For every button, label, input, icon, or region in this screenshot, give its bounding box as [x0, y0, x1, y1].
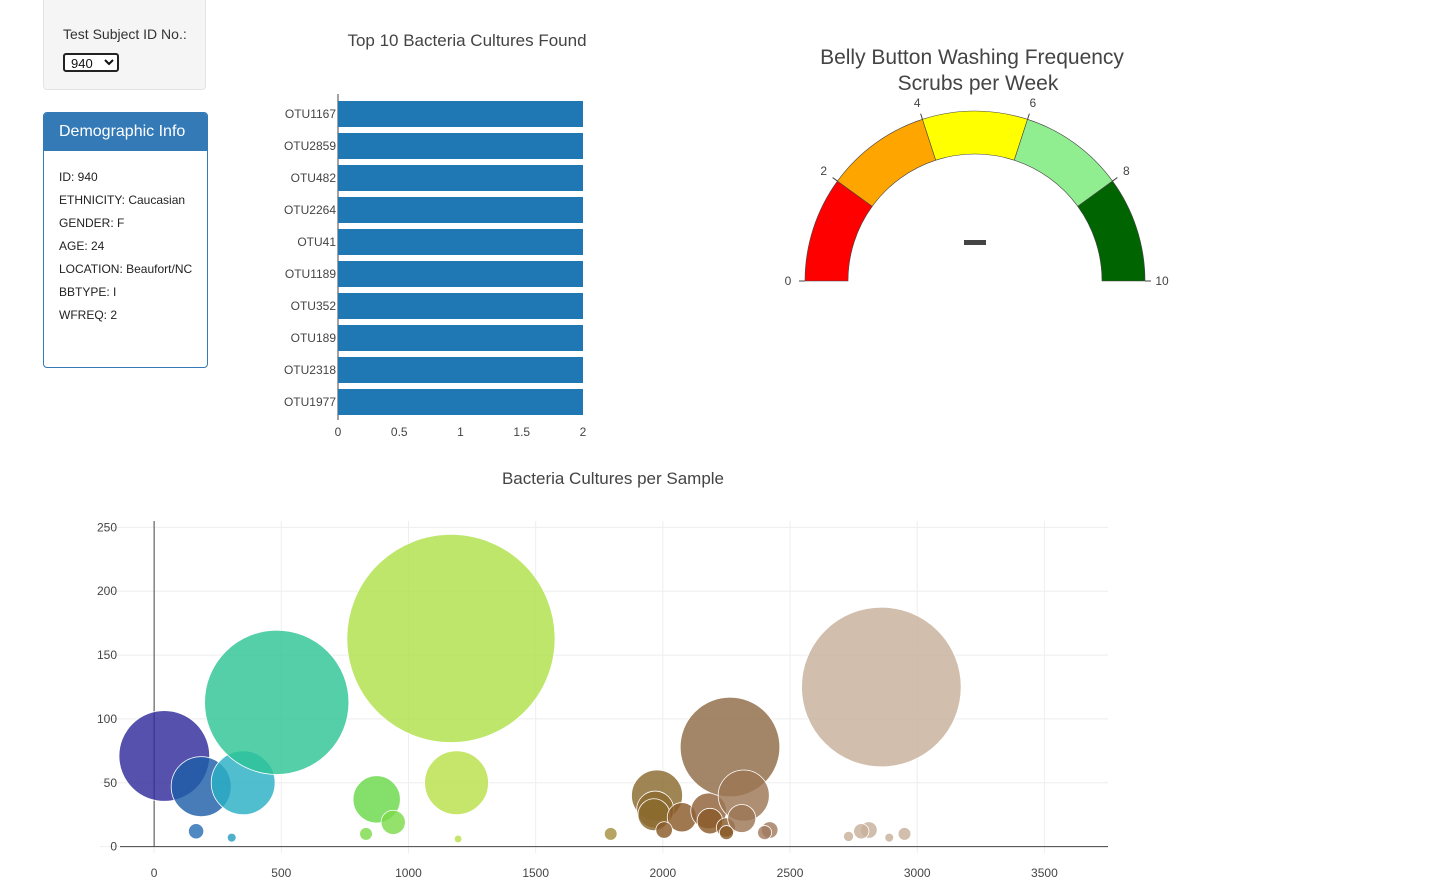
- bar-otu352: [338, 293, 583, 319]
- demographic-row: AGE: 24: [59, 239, 105, 253]
- sample-selector-panel: Test Subject ID No.: 940: [43, 0, 206, 90]
- demographic-row: BBTYPE: I: [59, 285, 117, 299]
- bar-category-label: OTU2859: [284, 139, 336, 153]
- bar-otu41: [338, 229, 583, 255]
- bubble-point: [727, 804, 757, 833]
- gauge-tick-label: 6: [1029, 96, 1036, 110]
- bubble-point: [655, 821, 673, 839]
- gauge-tick-label: 2: [820, 164, 827, 178]
- gauge-tick-label: 8: [1123, 164, 1130, 178]
- demographic-row: WFREQ: 2: [59, 308, 118, 322]
- bar-otu2859: [338, 133, 583, 159]
- bubble-point: [359, 827, 373, 841]
- bar-category-label: OTU1977: [284, 395, 336, 409]
- bubble-point: [757, 825, 773, 840]
- bubble-point: [204, 629, 350, 775]
- bubble-chart-title: Bacteria Cultures per Sample: [502, 469, 724, 488]
- bar-otu189: [338, 325, 583, 351]
- bar-category-label: OTU41: [297, 235, 336, 249]
- gauge-subtitle: Scrubs per Week: [898, 72, 1059, 95]
- bar-otu2318: [338, 357, 583, 383]
- bar-category-label: OTU482: [291, 171, 337, 185]
- bubble-y-tick-label: 0: [110, 840, 117, 854]
- top10-bar-chart: Top 10 Bacteria Cultures Found OTU1167 OTU…: [284, 31, 587, 439]
- demographic-row: LOCATION: Beaufort/NC: [59, 262, 193, 276]
- bubble-point: [226, 832, 237, 843]
- gauge-title: Belly Button Washing Frequency: [820, 46, 1124, 69]
- gauge-band-4-6: [922, 110, 1028, 161]
- bubble-x-tick-label: 500: [271, 866, 291, 877]
- bar-otu1167: [338, 101, 583, 127]
- bubble-x-tick-label: 3500: [1031, 866, 1058, 877]
- bar-chart-title: Top 10 Bacteria Cultures Found: [347, 31, 586, 50]
- bar-category-label: OTU352: [291, 299, 337, 313]
- demographic-panel-title: Demographic Info: [44, 113, 207, 151]
- gauge-tick: [1027, 113, 1030, 120]
- bubble-point: [884, 832, 895, 843]
- bubble-x-tick-label: 3000: [904, 866, 931, 877]
- gauge-tick: [920, 113, 923, 120]
- gauge-band-8-10: [1077, 180, 1146, 282]
- bubble-point: [346, 534, 556, 743]
- bubble-y-tick-label: 100: [97, 712, 117, 726]
- demographic-row: GENDER: F: [59, 216, 125, 230]
- bar-x-tick-label: 1.5: [513, 425, 530, 439]
- bar-category-label: OTU189: [291, 331, 337, 345]
- bubble-y-tick-label: 250: [97, 520, 117, 534]
- demographic-panel: Demographic Info ID: 940 ETHNICITY: Cauca…: [43, 112, 208, 368]
- bar-x-tick-label: 2: [580, 425, 587, 439]
- bubble-x-tick-label: 2000: [650, 866, 677, 877]
- bubble-point: [897, 827, 912, 841]
- bubble-point: [843, 830, 855, 842]
- bubble-point: [603, 827, 618, 841]
- gauge-tick-label: 10: [1155, 274, 1169, 288]
- bubble-y-tick-label: 200: [97, 584, 117, 598]
- bubble-x-tick-label: 1000: [395, 866, 422, 877]
- bar-category-label: OTU1167: [285, 107, 336, 121]
- bar-otu1189: [338, 261, 583, 287]
- demographic-info: ID: 940 ETHNICITY: Caucasian GENDER: F AGE:…: [44, 151, 207, 322]
- bar-x-tick-label: 0: [335, 425, 342, 439]
- bar-category-label: OTU2318: [284, 363, 336, 377]
- bar-otu482: [338, 165, 583, 191]
- bubble-x-tick-label: 0: [151, 866, 158, 877]
- sample-selector-label: Test Subject ID No.:: [63, 26, 187, 42]
- bar-category-label: OTU1189: [285, 267, 336, 281]
- bar-otu2264: [338, 197, 583, 223]
- bubble-chart: Bacteria Cultures per Sample 0 50 100 150 200…: [97, 469, 1108, 877]
- bubble-point: [801, 606, 962, 768]
- bubble-point: [188, 823, 205, 840]
- bubble-y-tick-label: 150: [97, 648, 117, 662]
- gauge-tick-label: 4: [914, 96, 921, 110]
- bubble-point: [380, 809, 406, 835]
- bubble-point: [719, 825, 734, 840]
- gauge-needle-marker: [964, 240, 986, 245]
- bar-otu1977: [338, 389, 583, 415]
- bar-category-label: OTU2264: [284, 203, 336, 217]
- bar-x-tick-label: 0.5: [391, 425, 408, 439]
- gauge-tick-label: 0: [785, 274, 792, 288]
- bubble-x-tick-label: 1500: [522, 866, 549, 877]
- sample-select[interactable]: 940: [63, 53, 119, 72]
- bubble-y-tick-label: 50: [104, 776, 118, 790]
- bar-x-tick-label: 1: [457, 425, 464, 439]
- bubble-point: [424, 750, 489, 816]
- bubble-point: [453, 834, 463, 844]
- bubble-point: [853, 823, 870, 840]
- demographic-row: ID: 940: [59, 170, 98, 184]
- bubble-x-tick-label: 2500: [777, 866, 804, 877]
- wash-frequency-gauge: Belly Button Washing Frequency Scrubs per…: [785, 46, 1169, 288]
- gauge-tick: [832, 177, 838, 182]
- gauge-tick: [1112, 177, 1118, 182]
- demographic-row: ETHNICITY: Caucasian: [59, 193, 186, 207]
